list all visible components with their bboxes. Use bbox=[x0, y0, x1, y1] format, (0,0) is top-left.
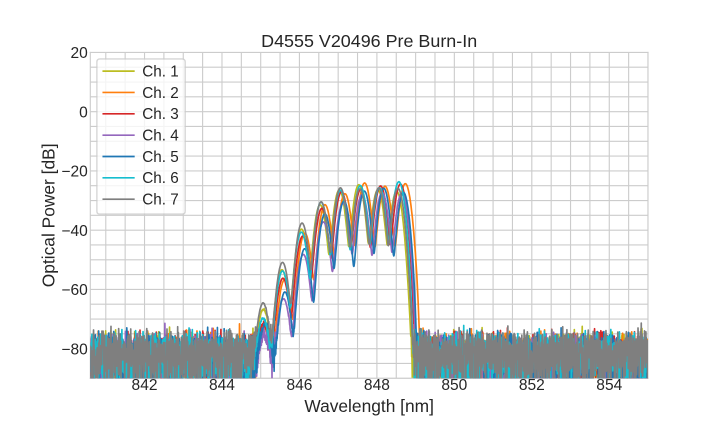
svg-text:Ch. 7: Ch. 7 bbox=[142, 192, 179, 209]
svg-text:−60: −60 bbox=[61, 282, 88, 299]
svg-text:−80: −80 bbox=[61, 341, 88, 358]
svg-text:−40: −40 bbox=[61, 223, 88, 240]
svg-text:Ch. 4: Ch. 4 bbox=[142, 128, 179, 145]
svg-text:Ch. 6: Ch. 6 bbox=[142, 170, 179, 187]
svg-text:852: 852 bbox=[519, 377, 545, 394]
svg-text:854: 854 bbox=[596, 377, 622, 394]
svg-text:0: 0 bbox=[79, 104, 88, 121]
svg-text:20: 20 bbox=[71, 45, 89, 62]
svg-text:842: 842 bbox=[132, 377, 158, 394]
svg-text:850: 850 bbox=[441, 377, 467, 394]
svg-text:Ch. 1: Ch. 1 bbox=[142, 63, 179, 80]
svg-text:Ch. 3: Ch. 3 bbox=[142, 106, 179, 123]
svg-text:D4555 V20496 Pre Burn-In: D4555 V20496 Pre Burn-In bbox=[261, 31, 477, 51]
svg-text:−20: −20 bbox=[61, 164, 88, 181]
svg-text:848: 848 bbox=[364, 377, 390, 394]
svg-text:Ch. 2: Ch. 2 bbox=[142, 85, 179, 102]
svg-text:Optical Power [dB]: Optical Power [dB] bbox=[39, 143, 59, 287]
svg-text:846: 846 bbox=[286, 377, 312, 394]
svg-text:844: 844 bbox=[209, 377, 235, 394]
svg-text:Ch. 5: Ch. 5 bbox=[142, 149, 179, 166]
svg-text:Wavelength [nm]: Wavelength [nm] bbox=[304, 396, 434, 416]
